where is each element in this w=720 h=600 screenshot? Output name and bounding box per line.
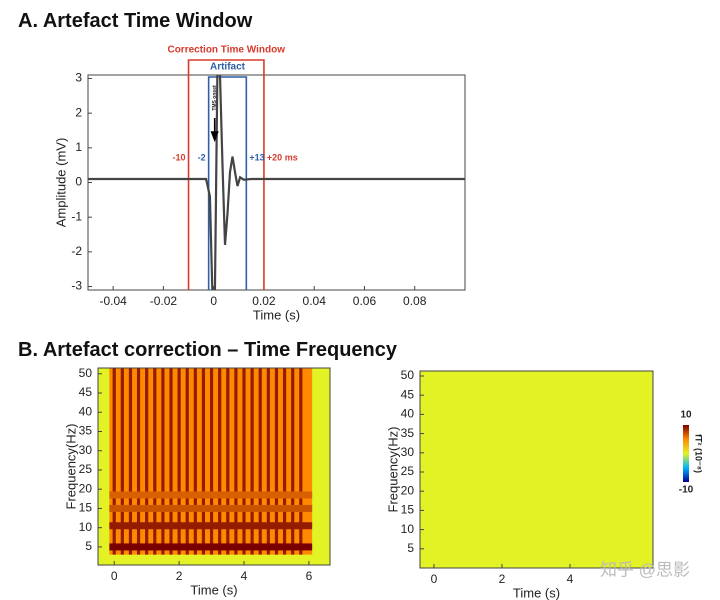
y-tick-label: 50 <box>401 368 415 382</box>
window-label: Artifact <box>210 62 246 73</box>
x-tick-label: 0 <box>431 572 438 586</box>
y-tick-label: 0 <box>75 175 82 189</box>
x-tick-label: -0.02 <box>150 294 178 308</box>
signal-line <box>88 75 465 290</box>
heatmap-stripe <box>226 368 230 555</box>
y-tick-label: 3 <box>75 71 82 85</box>
y-tick-label: -1 <box>71 209 82 223</box>
y-tick-label: 50 <box>79 366 93 380</box>
x-tick-label: 0.06 <box>353 294 377 308</box>
panel-title: A. Artefact Time Window <box>18 10 253 32</box>
heatmap-stripe <box>153 368 157 555</box>
y-tick-label: 5 <box>407 541 414 555</box>
heatmap-stripe <box>201 368 206 555</box>
heatmap-stripe <box>169 368 173 555</box>
time-window <box>207 76 248 290</box>
window-end-label: +13 <box>249 152 264 162</box>
colorbar <box>683 425 689 482</box>
y-tick-label: 40 <box>401 407 415 421</box>
x-tick-label: 2 <box>176 569 183 583</box>
y-tick-label: 25 <box>401 464 415 478</box>
y-tick-label: 5 <box>85 539 92 553</box>
y-tick-label: 15 <box>79 501 93 515</box>
y-tick-label: 2 <box>75 105 82 119</box>
y-tick-label: -3 <box>71 279 82 293</box>
x-tick-label: 6 <box>306 569 313 583</box>
y-axis-label: Amplitude (mV) <box>53 138 68 228</box>
heatmap-band <box>109 543 313 551</box>
y-tick-label: 30 <box>79 443 93 457</box>
y-tick-label: 30 <box>401 445 415 459</box>
plot-frame <box>419 370 654 569</box>
heatmap-stripe <box>258 368 262 555</box>
heatmap-stripe <box>266 368 270 555</box>
heatmap-stripe <box>299 368 303 555</box>
y-tick-label: 10 <box>79 520 93 534</box>
y-tick-label: 40 <box>79 404 93 418</box>
x-tick-label: -0.04 <box>99 294 127 308</box>
time-window <box>187 59 265 290</box>
heatmap-stripe <box>282 368 287 555</box>
heatmap-stripe <box>128 368 133 555</box>
heatmap-band <box>109 491 313 499</box>
onset-label: TMS onset <box>212 85 218 111</box>
x-tick-label: 4 <box>241 569 248 583</box>
x-tick-label: 0.08 <box>403 294 427 308</box>
y-tick-label: 10 <box>401 522 415 536</box>
heatmap-stripe <box>120 368 124 555</box>
heatmap-stripe <box>145 368 149 555</box>
heatmap-stripe <box>193 368 197 555</box>
heatmap-background <box>420 371 653 568</box>
window-end-label: +20 ms <box>267 152 298 162</box>
plot-frame <box>87 74 466 291</box>
x-tick-label: 2 <box>499 572 506 586</box>
y-tick-label: 1 <box>75 140 82 154</box>
y-tick-label: 45 <box>79 385 93 399</box>
x-axis-label: Time (s) <box>190 582 237 597</box>
y-tick-label: -2 <box>71 244 82 258</box>
x-tick-label: 0 <box>210 294 217 308</box>
heatmap-band <box>109 522 313 530</box>
y-tick-label: 15 <box>401 503 415 517</box>
panel-title: B. Artefact correction – Time Frequency <box>18 339 398 361</box>
signal-group <box>88 75 465 290</box>
plot-frame <box>97 367 331 566</box>
heatmap-stripe <box>209 368 214 555</box>
window-start-label: -2 <box>198 152 206 162</box>
watermark: 知乎 @思影 <box>600 560 690 579</box>
y-tick-label: 35 <box>79 424 93 438</box>
x-tick-label: 0 <box>111 569 118 583</box>
x-tick-label: 0.02 <box>252 294 276 308</box>
heatmap-stripe <box>291 368 295 555</box>
y-axis-label: Frequency(Hz) <box>63 424 78 510</box>
heatmap-stripe <box>112 368 116 555</box>
heatmap-stripe <box>161 368 165 555</box>
heatmap-band <box>109 504 313 512</box>
y-axis-label: Frequency(Hz) <box>385 427 400 513</box>
window-start-label: -10 <box>173 152 186 162</box>
y-tick-label: 20 <box>401 483 415 497</box>
x-axis-label: Time (s) <box>253 307 300 322</box>
onset-arrow <box>210 118 219 143</box>
y-tick-label: 25 <box>79 462 93 476</box>
heatmap-stripe <box>136 368 141 555</box>
heatmap-stripe <box>250 368 254 555</box>
heatmap-stripe <box>274 368 279 555</box>
x-axis-label: Time (s) <box>513 585 560 600</box>
heatmap-stripe <box>242 368 246 555</box>
heatmap-stripe <box>177 368 181 555</box>
heatmap-stripe <box>218 368 222 555</box>
x-tick-label: 0.04 <box>303 294 327 308</box>
colorbar-tick-label: 10 <box>680 410 692 421</box>
heatmap-stripe <box>185 368 189 555</box>
y-tick-label: 45 <box>401 387 415 401</box>
y-tick-label: 35 <box>401 426 415 440</box>
y-tick-label: 20 <box>79 481 93 495</box>
heatmap-stripe <box>234 368 238 555</box>
colorbar-tick-label: -10 <box>679 485 694 496</box>
window-label: Correction Time Window <box>167 45 285 56</box>
x-tick-label: 4 <box>567 572 574 586</box>
colorbar-label: fT² (10⁻⁸) <box>694 434 704 473</box>
